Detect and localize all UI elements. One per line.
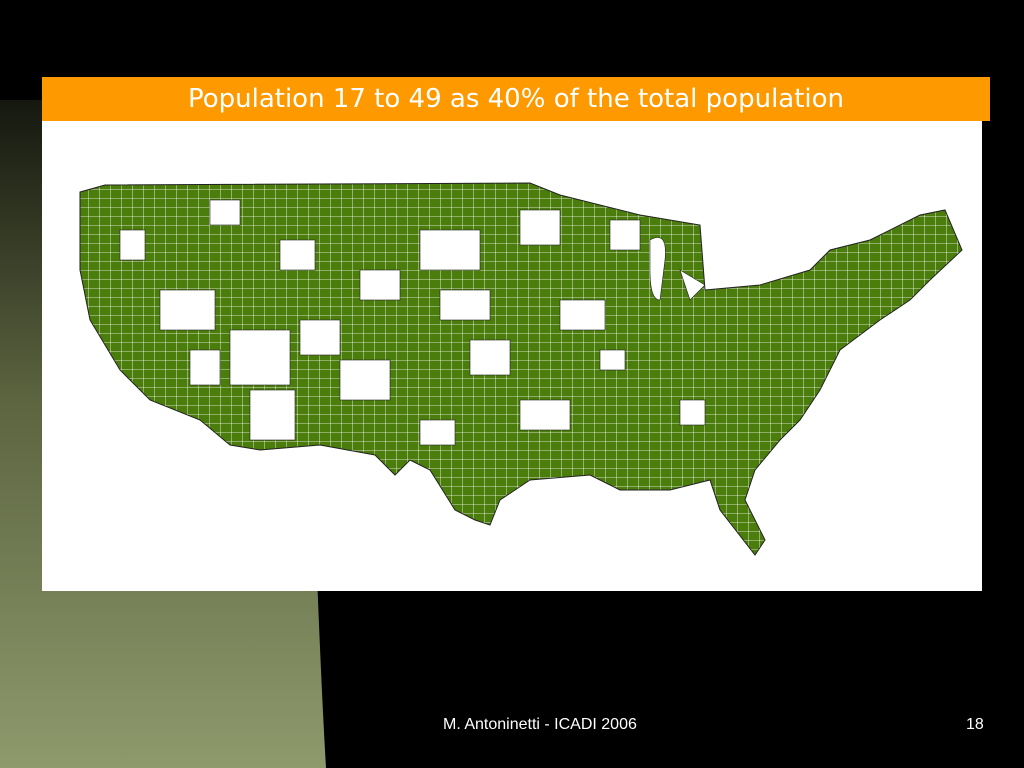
slide-title: Population 17 to 49 as 40% of the total … [187,84,845,114]
page-number: 18 [966,716,984,733]
map-panel [42,121,982,591]
us-county-map [79,182,963,556]
title-bar: Population 17 to 49 as 40% of the total … [42,77,990,121]
footer-author: M. Antoninetti - ICADI 2006 [443,716,637,733]
counties [80,183,962,555]
